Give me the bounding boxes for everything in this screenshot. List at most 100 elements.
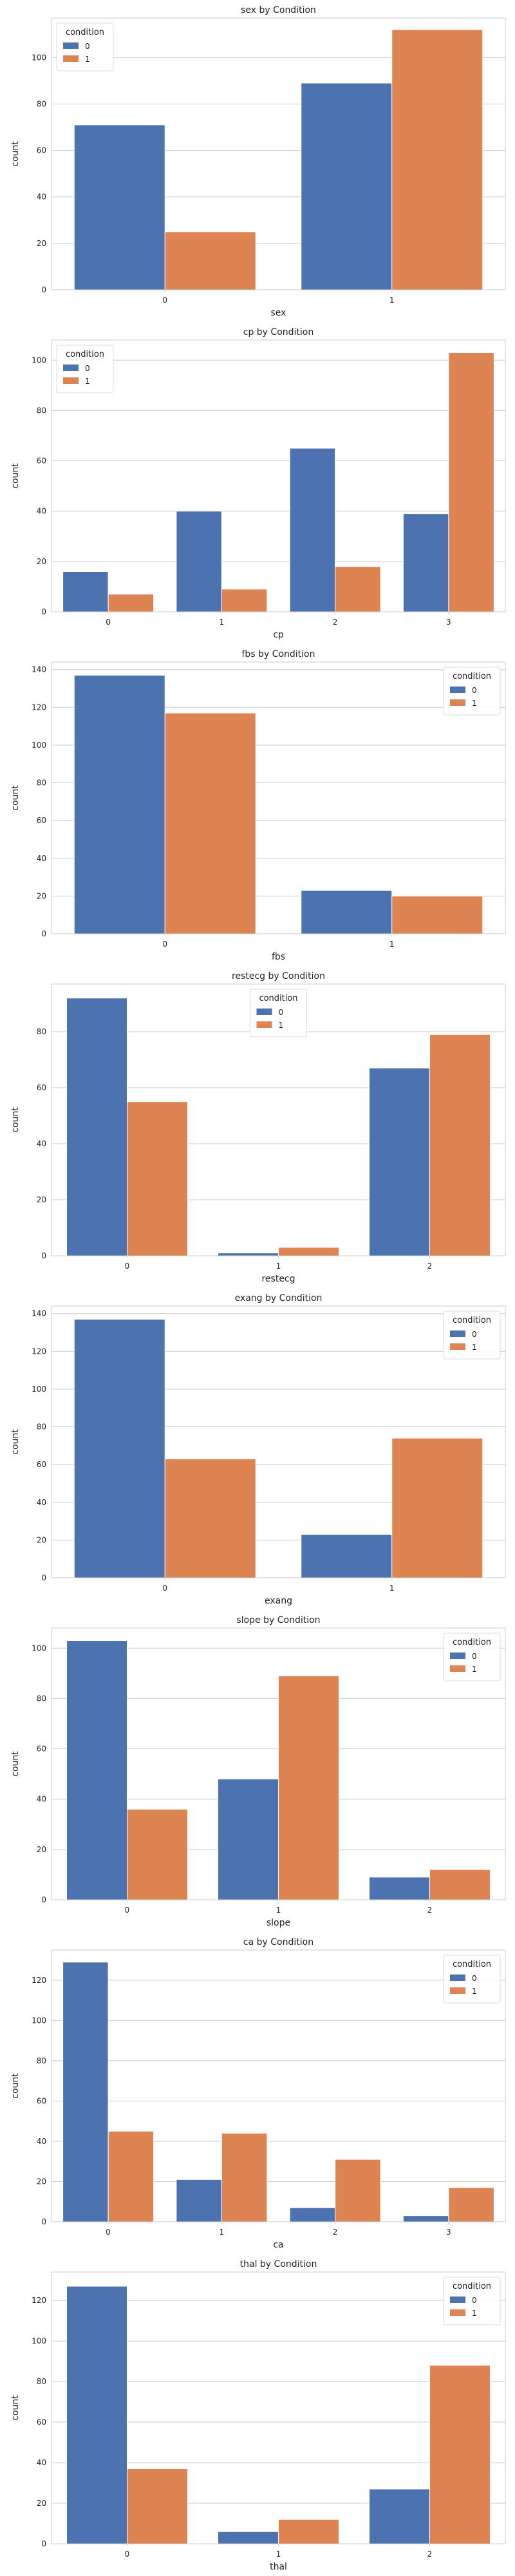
y-tick-label: 80: [37, 2056, 46, 2065]
legend-swatch-1: [450, 699, 465, 706]
bar-1-condition-1: [391, 29, 483, 290]
y-axis-label: count: [10, 2073, 21, 2099]
y-tick-label: 60: [37, 2096, 46, 2105]
y-tick-label: 100: [32, 355, 46, 365]
y-tick-label: 100: [32, 2016, 46, 2025]
legend-label-0: 0: [85, 42, 90, 51]
x-tick-label: 0: [162, 1584, 167, 1593]
legend-label-0: 0: [279, 1008, 284, 1017]
x-tick-label: 0: [125, 1262, 130, 1271]
legend-label-0: 0: [472, 1974, 477, 1983]
y-tick-label: 60: [37, 2418, 46, 2427]
y-tick-label: 0: [41, 2217, 46, 2226]
y-tick-label: 120: [32, 703, 46, 712]
bar-0-condition-0: [66, 998, 127, 1256]
x-axis-label: fbs: [272, 952, 285, 962]
bar-2-condition-0: [289, 448, 336, 612]
legend-label-0: 0: [472, 2296, 477, 2305]
bar-3-condition-1: [448, 352, 494, 612]
bar-2-condition-1: [429, 2365, 491, 2544]
y-tick-label: 40: [37, 507, 46, 516]
legend-swatch-1: [63, 55, 79, 62]
plot-frame: [51, 1305, 506, 1578]
bar-1-condition-1: [391, 1437, 483, 1578]
y-tick-label: 0: [41, 285, 46, 294]
plot-frame: [51, 339, 506, 612]
legend-swatch-1: [63, 377, 79, 384]
plot-frame: [51, 983, 506, 1256]
bar-2-condition-1: [429, 1869, 491, 1900]
chart-title: exang by Condition: [235, 1293, 323, 1303]
bar-0-condition-1: [127, 2468, 188, 2544]
y-axis-label: count: [10, 785, 21, 811]
y-tick-label: 40: [37, 1795, 46, 1804]
bar-1-condition-0: [218, 2531, 279, 2544]
chart-7: 0 20 40 60 80 100 120 0 1 2 thal by Condition thal c…: [10, 2259, 506, 2572]
legend-label-0: 0: [472, 686, 477, 695]
x-tick-label: 2: [333, 2228, 338, 2237]
legend-label-1: 1: [472, 1343, 477, 1352]
y-axis-label: count: [10, 1107, 21, 1133]
y-tick-label: 0: [41, 1895, 46, 1904]
y-tick-label: 100: [32, 741, 46, 750]
x-axis-label: thal: [270, 2562, 287, 2572]
x-tick-label: 1: [220, 618, 225, 627]
y-axis-label: count: [10, 1751, 21, 1777]
bar-2-condition-0: [369, 2488, 430, 2544]
x-tick-label: 0: [106, 618, 111, 627]
y-tick-label: 80: [37, 1423, 46, 1432]
plot-frame: [51, 1627, 506, 1900]
chart-3: 0 20 40 60 80 0 1 2 restecg by Condition restecg c…: [10, 971, 506, 1284]
y-tick-label: 0: [41, 2539, 46, 2548]
bar-0-condition-0: [62, 571, 109, 612]
bar-0-condition-0: [73, 675, 165, 934]
x-tick-label: 2: [427, 2550, 433, 2559]
y-axis-label: count: [10, 2395, 21, 2421]
chart-6: 0 20 40 60 80 100 120 0 1 2 3 ca by Condition ca coun…: [10, 1937, 506, 2250]
bar-0-condition-0: [66, 1640, 127, 1900]
y-tick-label: 60: [37, 1745, 46, 1754]
chart-title: sex by Condition: [241, 5, 316, 15]
x-tick-label: 0: [125, 1906, 130, 1915]
bar-2-condition-1: [335, 566, 381, 612]
legend-swatch-1: [256, 1021, 272, 1028]
y-tick-label: 40: [37, 2458, 46, 2467]
bar-1-condition-0: [218, 1778, 279, 1900]
y-tick-label: 100: [32, 1385, 46, 1394]
chart-title: fbs by Condition: [242, 649, 315, 659]
bar-0-condition-0: [73, 124, 165, 290]
legend: condition 0 1: [250, 989, 307, 1037]
legend-swatch-0: [450, 687, 465, 693]
bar-0-condition-0: [73, 1319, 165, 1578]
x-tick-label: 0: [125, 2550, 130, 2559]
bar-3-condition-0: [402, 513, 449, 612]
bar-3-condition-1: [448, 2187, 494, 2222]
x-tick-label: 3: [446, 618, 451, 627]
y-tick-label: 0: [41, 607, 46, 616]
y-tick-label: 100: [32, 2336, 46, 2345]
bar-0-condition-1: [108, 2130, 154, 2222]
y-tick-label: 20: [37, 239, 46, 248]
legend: condition 0 1: [56, 23, 114, 71]
bar-2-condition-1: [429, 1034, 491, 1256]
legend-swatch-1: [450, 1343, 465, 1350]
legend-swatch-0: [63, 365, 79, 371]
y-tick-label: 120: [32, 2296, 46, 2305]
y-tick-label: 40: [37, 854, 46, 863]
plot-frame: [51, 2271, 506, 2544]
y-tick-label: 80: [37, 1694, 46, 1703]
plot-frame: [51, 661, 506, 934]
bar-1-condition-1: [278, 1675, 339, 1900]
x-tick-label: 1: [389, 940, 395, 949]
y-tick-label: 120: [32, 1976, 46, 1985]
bar-0-condition-0: [66, 2286, 127, 2544]
y-tick-label: 20: [37, 1195, 46, 1204]
x-tick-label: 3: [446, 2228, 451, 2237]
y-tick-label: 120: [32, 1347, 46, 1356]
x-tick-label: 2: [333, 618, 338, 627]
legend: condition 0 1: [443, 2277, 501, 2325]
y-tick-label: 60: [37, 1083, 46, 1092]
x-tick-label: 2: [427, 1906, 433, 1915]
y-tick-label: 140: [32, 665, 46, 674]
y-tick-label: 20: [37, 1535, 46, 1544]
